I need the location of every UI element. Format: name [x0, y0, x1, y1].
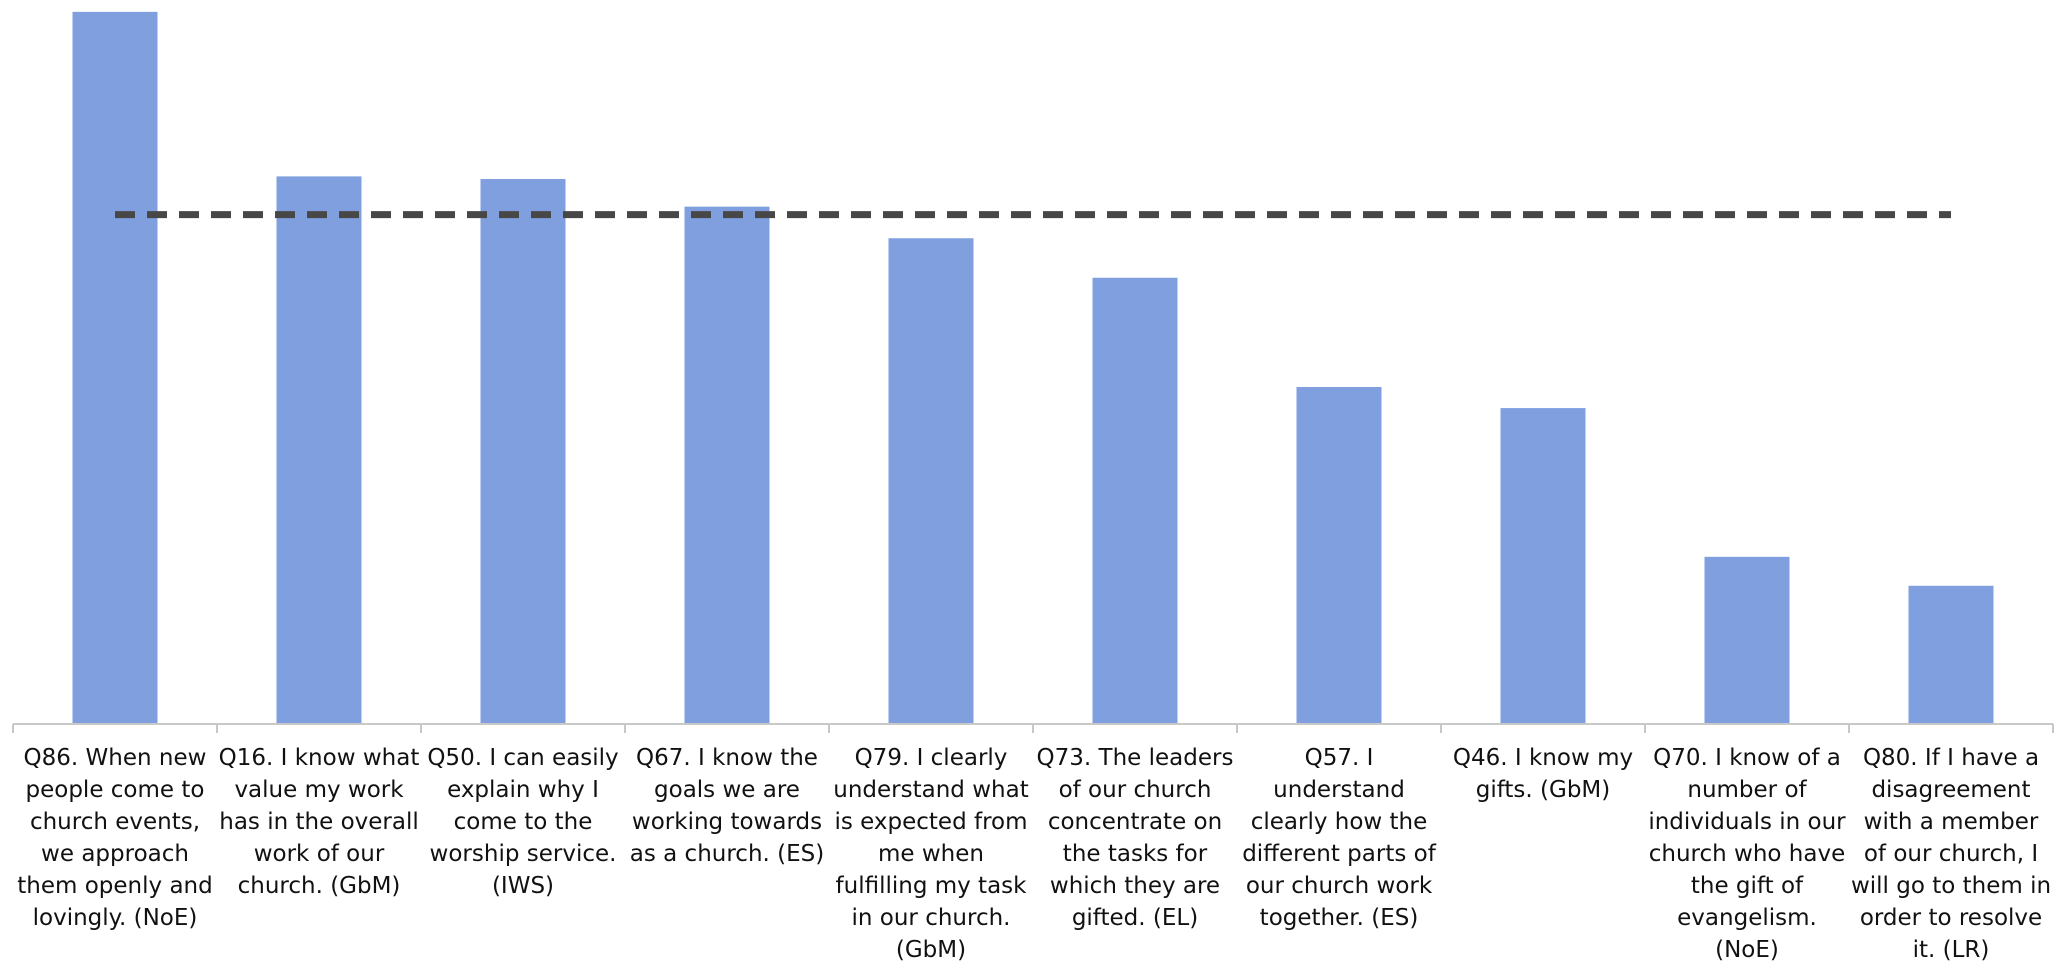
- x-tick-label: Q67. I know the goals we are working tow…: [629, 745, 825, 867]
- bar: [1704, 556, 1790, 724]
- x-tick-label: Q70. I know of a number of individuals i…: [1648, 745, 1846, 963]
- x-tick-label: Q57. I understand clearly how the differ…: [1242, 745, 1436, 931]
- bar: [684, 206, 770, 725]
- bar: [276, 176, 362, 725]
- x-tick-label: Q80. If I have a disagreement with a mem…: [1850, 745, 2052, 963]
- x-tick-label: Q79. I clearly understand what is expect…: [833, 745, 1029, 963]
- x-tick-label: Q50. I can easily explain why I come to …: [427, 745, 619, 899]
- x-tick-label: Q86. When new people come to church even…: [17, 745, 213, 931]
- bar: [72, 11, 158, 724]
- bar: [1908, 585, 1994, 724]
- bar: [888, 238, 974, 724]
- x-tick-label: Q73. The leaders of our church concentra…: [1036, 745, 1234, 931]
- x-tick-label: Q46. I know my gifts. (GbM): [1452, 745, 1634, 803]
- x-tick-label: Q16. I know what value my work has in th…: [218, 745, 420, 899]
- bar: [1092, 277, 1178, 724]
- bar: [1296, 387, 1382, 724]
- bar: [1500, 408, 1586, 724]
- bar: [480, 179, 566, 724]
